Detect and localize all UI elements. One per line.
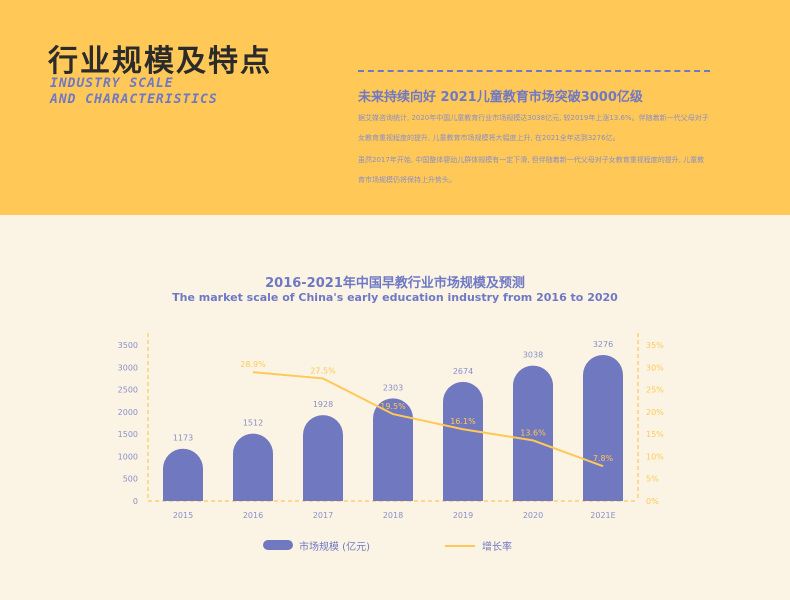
y-right-tick-label: 30% — [646, 363, 664, 372]
bar — [443, 381, 483, 501]
paragraph-1: 据艾媒咨询统计, 2020年中国儿童教育行业市场规模达3038亿元, 较2019… — [358, 114, 709, 142]
legend-line-label: 增长率 — [482, 542, 512, 553]
growth-rate-label: 28.9% — [240, 360, 266, 369]
chart-subtitle: The market scale of China's early educat… — [172, 291, 618, 304]
x-tick-label: 2017 — [313, 511, 333, 520]
bar-value-label: 2303 — [383, 383, 403, 392]
y-left-tick-label: 1000 — [118, 452, 138, 461]
x-tick-label: 2018 — [383, 511, 403, 520]
legend-bar-swatch — [263, 540, 293, 550]
chart-canvas: 0 500 1000 1500 2000 2500 3000 3500 0% 5% 10% 15% 20… — [118, 333, 664, 520]
title-en-line-2: AND CHARACTERISTICS — [50, 92, 218, 107]
title-en-line-1: INDUSTRY SCALE — [50, 76, 174, 91]
x-tick-label: 2020 — [523, 511, 543, 520]
header-banner — [0, 0, 790, 215]
y-right-tick-label: 25% — [646, 386, 664, 395]
growth-rate-label: 19.5% — [380, 402, 406, 411]
y-right-tick-label: 20% — [646, 408, 664, 417]
growth-rate-label: 16.1% — [450, 417, 476, 426]
bar-value-label: 3038 — [523, 351, 543, 360]
bar-value-label: 1928 — [313, 400, 333, 409]
chart-title: 2016-2021年中国早教行业市场规模及预测 — [265, 276, 525, 291]
y-right-tick-label: 10% — [646, 452, 664, 461]
bar — [163, 448, 203, 501]
legend-bar-label: 市场规模 (亿元) — [299, 542, 370, 553]
x-tick-label: 2021E — [590, 511, 615, 520]
y-right-tick-label: 0% — [646, 497, 659, 506]
y-left-tick-label: 3500 — [118, 341, 138, 350]
bar-value-label: 3276 — [593, 340, 613, 349]
y-right-tick-label: 5% — [646, 475, 659, 484]
y-left-tick-label: 3000 — [118, 363, 138, 372]
y-left-tick-label: 1500 — [118, 430, 138, 439]
bar — [513, 365, 553, 501]
x-tick-label: 2016 — [243, 511, 263, 520]
bar — [303, 415, 343, 501]
page-title-english: INDUSTRY SCALE AND CHARACTERISTICS — [50, 76, 218, 108]
bar-value-label: 2674 — [453, 367, 473, 376]
bar-value-label: 1173 — [173, 434, 193, 443]
y-left-tick-label: 2500 — [118, 386, 138, 395]
bar — [583, 354, 623, 501]
y-left-tick-label: 500 — [123, 475, 138, 484]
legend-line-swatch — [445, 545, 475, 547]
y-right-tick-label: 15% — [646, 430, 664, 439]
paragraph-2: 虽然2017年开始, 中国整体婴幼儿群体规模有一定下滑, 但伴随着新一代父母对子… — [358, 156, 705, 184]
growth-rate-line — [252, 371, 604, 468]
bar-value-label: 1512 — [243, 419, 263, 428]
bar — [373, 398, 413, 501]
page-title: 行业规模及特点 — [48, 44, 272, 79]
y-left-tick-label: 0 — [133, 497, 138, 506]
growth-rate-label: 7.8% — [593, 454, 614, 463]
x-tick-label: 2019 — [453, 511, 473, 520]
dashed-divider — [358, 70, 710, 72]
growth-rate-label: 27.5% — [310, 366, 336, 375]
growth-rate-label: 13.6% — [520, 428, 546, 437]
headline: 未来持续向好 2021儿童教育市场突破3000亿级 — [358, 90, 643, 105]
y-right-tick-label: 35% — [646, 341, 664, 350]
x-tick-label: 2015 — [173, 511, 193, 520]
y-left-tick-label: 2000 — [118, 408, 138, 417]
bar — [233, 433, 273, 501]
